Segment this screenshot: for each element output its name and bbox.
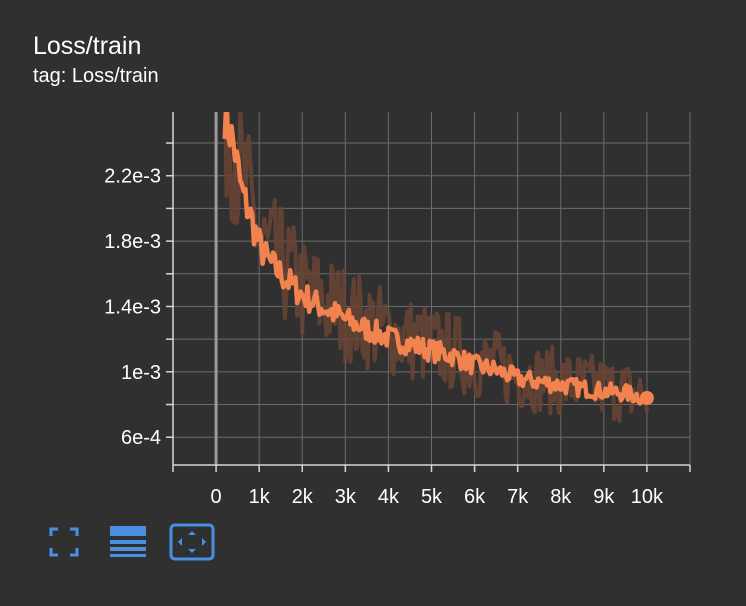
fullscreen-icon xyxy=(49,527,79,557)
x-tick-label: 1k xyxy=(249,486,271,508)
axes xyxy=(166,112,691,472)
x-tick-label: 7k xyxy=(507,486,529,508)
loss-chart[interactable]: 6e-4 1e-3 1.4e-3 1.8e-3 2.2e-3 0 1k 2k 3k 4k 5k 6k 7… xyxy=(0,0,746,510)
fit-domain-icon xyxy=(169,523,215,561)
x-tick-label: 2k xyxy=(292,486,314,508)
tick-labels: 6e-4 1e-3 1.4e-3 1.8e-3 2.2e-3 0 1k 2k 3k 4k 5k 6k 7… xyxy=(104,166,664,508)
y-tick-label: 2.2e-3 xyxy=(104,166,161,188)
toggle-log-scale-button[interactable] xyxy=(106,522,150,562)
x-tick-label: 10k xyxy=(631,486,664,508)
x-tick-label: 9k xyxy=(593,486,615,508)
smoothed-series xyxy=(222,112,649,406)
last-point-marker xyxy=(639,390,654,405)
x-tick-label: 3k xyxy=(335,486,357,508)
x-tick-label: 4k xyxy=(378,486,400,508)
y-tick-label: 1e-3 xyxy=(121,362,161,384)
x-tick-label: 0 xyxy=(211,486,222,508)
chart-tag: tag: Loss/train xyxy=(33,65,159,87)
chart-toolbar xyxy=(44,522,244,566)
x-tick-label: 6k xyxy=(464,486,486,508)
fullscreen-button[interactable] xyxy=(44,522,88,562)
y-tick-label: 6e-4 xyxy=(121,427,161,449)
list-icon xyxy=(110,526,146,557)
x-tick-label: 8k xyxy=(550,486,572,508)
x-tick-label: 5k xyxy=(421,486,443,508)
y-tick-label: 1.4e-3 xyxy=(104,296,161,318)
fit-domain-button[interactable] xyxy=(168,522,216,562)
smoothed-line xyxy=(222,112,649,406)
chart-title: Loss/train xyxy=(33,32,142,60)
y-tick-label: 1.8e-3 xyxy=(104,231,161,253)
